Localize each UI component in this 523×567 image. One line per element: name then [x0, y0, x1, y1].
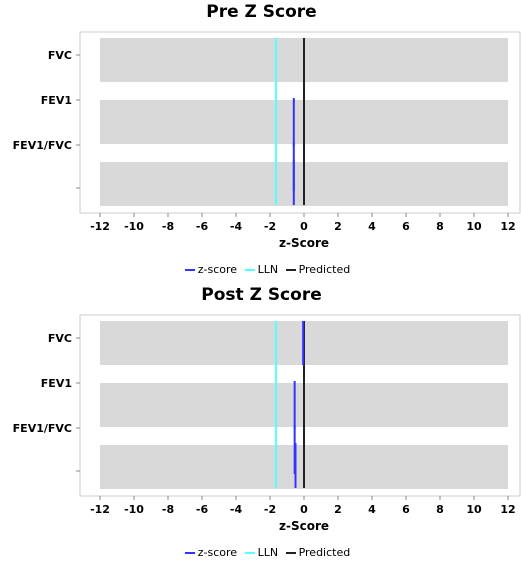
legend-label: LLN	[257, 546, 279, 559]
x-tick-label: 4	[368, 503, 376, 516]
category-label: FVC	[48, 49, 72, 62]
x-tick-label: 12	[500, 503, 515, 516]
x-tick-label: -2	[264, 220, 276, 233]
chart-legend: z-score LLN Predicted	[0, 546, 523, 559]
x-tick-label: 8	[436, 503, 444, 516]
legend-swatch	[244, 552, 255, 554]
category-label: FEV1	[41, 94, 72, 107]
legend-item: LLN	[244, 546, 279, 559]
category-label: FVC	[48, 332, 72, 345]
chart-title: Post Z Score	[201, 285, 322, 305]
legend-item: Predicted	[285, 546, 351, 559]
x-tick-label: 0	[300, 220, 308, 233]
legend-label: z-score	[197, 546, 238, 559]
legend-swatch	[285, 269, 296, 271]
x-tick-label: -6	[196, 503, 209, 516]
pre-z-score-chart: Pre Z Score FVC FEV1 FEV1/FVC -12 -10 -8 -6 -4 -…	[0, 0, 523, 283]
legend-item: z-score	[184, 546, 238, 559]
category-label: FEV1/FVC	[13, 422, 72, 435]
x-tick-label: 4	[368, 220, 376, 233]
x-tick-label: -10	[124, 503, 144, 516]
x-tick-label: 2	[334, 220, 342, 233]
chart-plot: FVC FEV1 FEV1/FVC -12 -10 -8 -6 -4 -2 0 2 4 6 8 10 12	[13, 314, 521, 516]
legend-item: Predicted	[285, 263, 351, 276]
x-tick-label: -12	[90, 503, 110, 516]
chart-legend: z-score LLN Predicted	[0, 263, 523, 276]
x-tick-label: -12	[90, 220, 110, 233]
category-label: FEV1/FVC	[13, 139, 72, 152]
chart-title: Pre Z Score	[206, 2, 317, 22]
x-tick-label: -10	[124, 220, 144, 233]
x-tick-label: 10	[466, 220, 482, 233]
x-tick-label: 2	[334, 503, 342, 516]
x-tick-label: 0	[300, 503, 308, 516]
x-tick-label: -4	[230, 220, 243, 233]
x-tick-label: -4	[230, 503, 243, 516]
x-tick-label: -6	[196, 220, 209, 233]
legend-swatch	[184, 552, 195, 554]
x-tick-label: 10	[466, 503, 482, 516]
legend-label: Predicted	[298, 263, 351, 276]
x-tick-label: -8	[162, 220, 174, 233]
x-tick-label: -2	[264, 503, 276, 516]
x-tick-label: -8	[162, 503, 174, 516]
x-tick-label: 12	[500, 220, 515, 233]
legend-label: LLN	[257, 263, 279, 276]
x-tick-label: 6	[402, 220, 410, 233]
legend-label: z-score	[197, 263, 238, 276]
category-label: FEV1	[41, 377, 72, 390]
legend-swatch	[244, 269, 255, 271]
legend-item: LLN	[244, 263, 279, 276]
chart-plot: FVC FEV1 FEV1/FVC -12 -10 -8 -6 -4 -2 0 2 4 6 8 10 12	[13, 31, 521, 233]
legend-label: Predicted	[298, 546, 351, 559]
x-axis-title: z-Score	[278, 519, 330, 533]
legend-item: z-score	[184, 263, 238, 276]
legend-swatch	[285, 552, 296, 554]
x-tick-label: 6	[402, 503, 410, 516]
x-tick-label: 8	[436, 220, 444, 233]
x-axis-title: z-Score	[278, 236, 330, 250]
post-z-score-chart: Post Z Score FVC FEV1 FEV1/FVC -12 -10 -8 -6 -4…	[0, 283, 523, 566]
legend-swatch	[184, 269, 195, 271]
